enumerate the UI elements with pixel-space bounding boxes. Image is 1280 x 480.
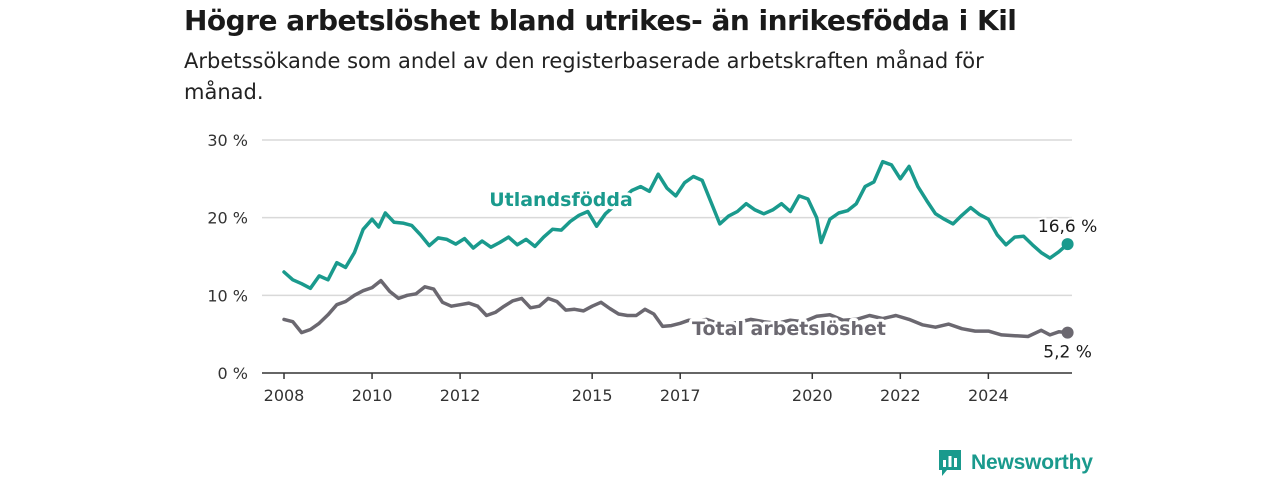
y-tick-label: 30 %: [207, 131, 248, 150]
series-line-total: [282, 278, 1070, 339]
x-tick-label: 2008: [264, 386, 305, 405]
chart-title: Högre arbetslöshet bland utrikes- än inr…: [184, 4, 1017, 37]
brand-name: Newsworthy: [971, 451, 1093, 474]
x-tick-label: 2012: [440, 386, 481, 405]
end-label-utlandsfodda: 16,6 %: [1038, 217, 1097, 237]
y-tick-label: 10 %: [207, 286, 248, 305]
series-label-utlandsfodda: Utlandsfödda: [489, 189, 633, 211]
series-label-total: Total arbetslöshet: [692, 318, 886, 340]
end-label-total: 5,2 %: [1043, 343, 1092, 363]
x-tick-label: 2010: [352, 386, 393, 405]
y-tick-label: 0 %: [218, 364, 248, 383]
x-tick-label: 2017: [660, 386, 701, 405]
newsworthy-logo[interactable]: Newsworthy: [937, 448, 1093, 478]
x-tick-label: 2024: [968, 386, 1009, 405]
newsworthy-logo-icon: [939, 450, 961, 476]
x-tick-label: 2022: [880, 386, 921, 405]
end-point-utlandsfodda: [1061, 238, 1074, 251]
series-line-utlandsfodda: [282, 159, 1070, 291]
y-tick-label: 20 %: [207, 209, 248, 228]
end-point-total: [1061, 326, 1074, 339]
x-tick-label: 2020: [792, 386, 833, 405]
chart-subtitle: Arbetssökande som andel av den registerb…: [184, 49, 984, 104]
x-tick-label: 2015: [572, 386, 613, 405]
